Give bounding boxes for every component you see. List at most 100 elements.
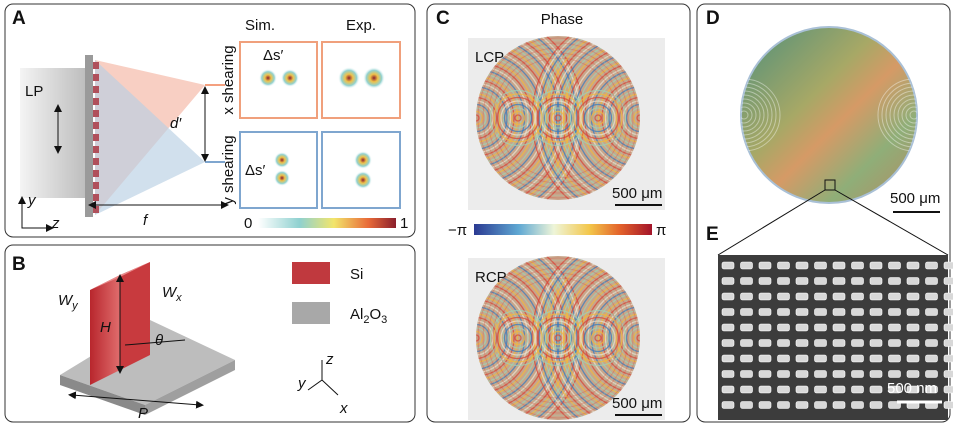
sem-pillar	[778, 278, 790, 285]
sem-pillar	[833, 262, 845, 269]
meta-atom	[93, 158, 99, 165]
metasurface	[85, 55, 93, 217]
sem-pillar	[722, 355, 734, 362]
sem-pillar	[759, 262, 771, 269]
sem-pillar	[741, 371, 753, 378]
figure: A LP d′ f y z Sim. Exp. Δs′ Δs′ x sheari…	[0, 0, 953, 427]
angle-label: θ	[155, 332, 163, 349]
sem-pillar	[796, 324, 808, 331]
sem-pillar	[870, 340, 882, 347]
sem-pillar	[852, 324, 864, 331]
sem-pillar	[907, 371, 919, 378]
sem-pillar	[722, 262, 734, 269]
shift-label: Δs′	[245, 162, 266, 179]
sem-pillar	[759, 340, 771, 347]
sem-pillar	[926, 293, 938, 300]
sem-pillar	[833, 402, 845, 409]
meta-atom	[93, 182, 99, 189]
sem-pillar	[778, 386, 790, 393]
colorbar-label: π	[656, 222, 666, 239]
sem-pillar	[944, 293, 953, 300]
sem-pillar	[778, 324, 790, 331]
exp-y	[322, 132, 400, 208]
legend-label: Al	[350, 306, 363, 323]
sem-pillar	[907, 309, 919, 316]
height-label: H	[100, 319, 111, 336]
sem-pillar	[722, 278, 734, 285]
meta-atom	[93, 74, 99, 81]
sem-pillar	[907, 340, 919, 347]
separation-label: d′	[170, 115, 182, 132]
sem-pillar	[852, 293, 864, 300]
meta-atom	[93, 98, 99, 105]
sem-pillar	[722, 324, 734, 331]
axes	[22, 200, 50, 228]
sem-pillar	[889, 371, 901, 378]
sem-pillar	[815, 293, 827, 300]
sem-pillar	[722, 386, 734, 393]
sem-pillar	[870, 402, 882, 409]
sem-pillar	[870, 371, 882, 378]
sem-pillar	[907, 355, 919, 362]
sem-pillar	[889, 324, 901, 331]
sem-pillar	[833, 293, 845, 300]
sem-pillar	[741, 309, 753, 316]
axes	[308, 360, 338, 395]
sem-pillar	[815, 340, 827, 347]
meta-atom	[93, 86, 99, 93]
axis-label: x	[339, 400, 348, 417]
colorbar	[258, 218, 396, 228]
sem-pillar	[926, 262, 938, 269]
sem-pillar	[926, 324, 938, 331]
sem-pillar	[741, 293, 753, 300]
sem-pillar	[889, 293, 901, 300]
column-label: Sim.	[245, 17, 275, 34]
sem-pillar	[870, 355, 882, 362]
sem-pillar	[796, 278, 808, 285]
sem-pillar	[944, 309, 953, 316]
scale-bar-label: 500 nm	[887, 380, 937, 397]
sem-pillar	[741, 340, 753, 347]
legend-al2o3	[292, 302, 330, 324]
width-sub: y	[71, 300, 79, 312]
sem-pillar	[870, 262, 882, 269]
sem-pillar	[833, 386, 845, 393]
sem-pillar	[907, 293, 919, 300]
sem-pillar	[926, 371, 938, 378]
svg-text:Wx: Wx	[162, 284, 182, 304]
sem-pillar	[926, 309, 938, 316]
panel-label: E	[706, 224, 719, 245]
panel-label: C	[436, 8, 450, 29]
phase-colorbar	[474, 224, 652, 235]
sem-pillar	[815, 371, 827, 378]
legend-label: Si	[350, 266, 363, 283]
sem-pillar	[815, 309, 827, 316]
sem-pillar	[833, 371, 845, 378]
sem-pillar	[722, 340, 734, 347]
sem-pillar	[833, 278, 845, 285]
sem-pillar	[833, 355, 845, 362]
scale-bar-label: 500 μm	[890, 190, 940, 207]
sem-pillar	[833, 324, 845, 331]
sem-pillar	[907, 278, 919, 285]
scale-bar-label: 500 μm	[612, 395, 662, 412]
sem-pillar	[852, 262, 864, 269]
svg-text:Wy: Wy	[58, 292, 79, 312]
panel-label: A	[12, 8, 26, 29]
sem-pillar	[889, 340, 901, 347]
wafer	[741, 27, 917, 203]
sem-pillar	[722, 402, 734, 409]
image-label: LCP	[475, 49, 504, 66]
row-label: y shearing	[220, 135, 237, 204]
sem-pillar	[944, 324, 953, 331]
sem-pillar	[796, 262, 808, 269]
shift-label: Δs′	[263, 47, 284, 64]
sem-pillar	[815, 262, 827, 269]
sem-pillar	[870, 386, 882, 393]
sem-pillar	[870, 293, 882, 300]
meta-atom	[93, 122, 99, 129]
sem-pillar	[815, 355, 827, 362]
width-sub: x	[175, 292, 182, 304]
sem-pillar	[852, 340, 864, 347]
meta-atom	[93, 134, 99, 141]
